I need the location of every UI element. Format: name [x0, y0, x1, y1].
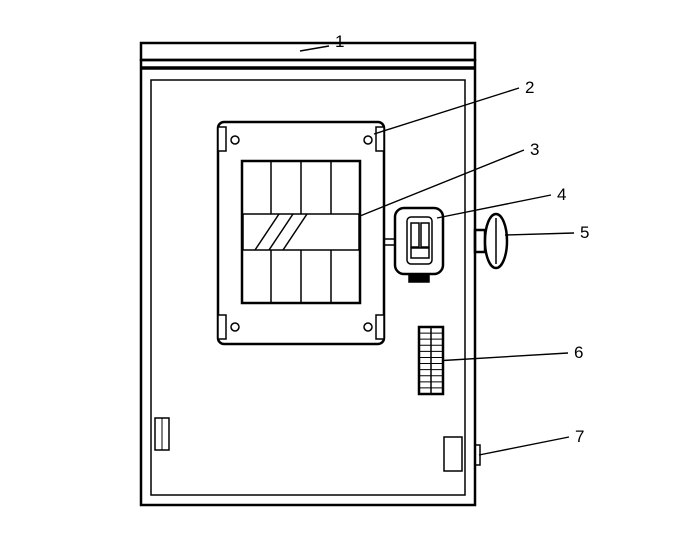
diagram-svg: [0, 0, 700, 550]
callout-label-4: 4: [557, 185, 566, 205]
callout-label-2: 2: [525, 78, 534, 98]
callout-label-1: 1: [335, 32, 344, 52]
callout-label-7: 7: [575, 427, 584, 447]
callout-label-5: 5: [580, 223, 589, 243]
callout-label-3: 3: [530, 140, 539, 160]
callout-label-6: 6: [574, 343, 583, 363]
